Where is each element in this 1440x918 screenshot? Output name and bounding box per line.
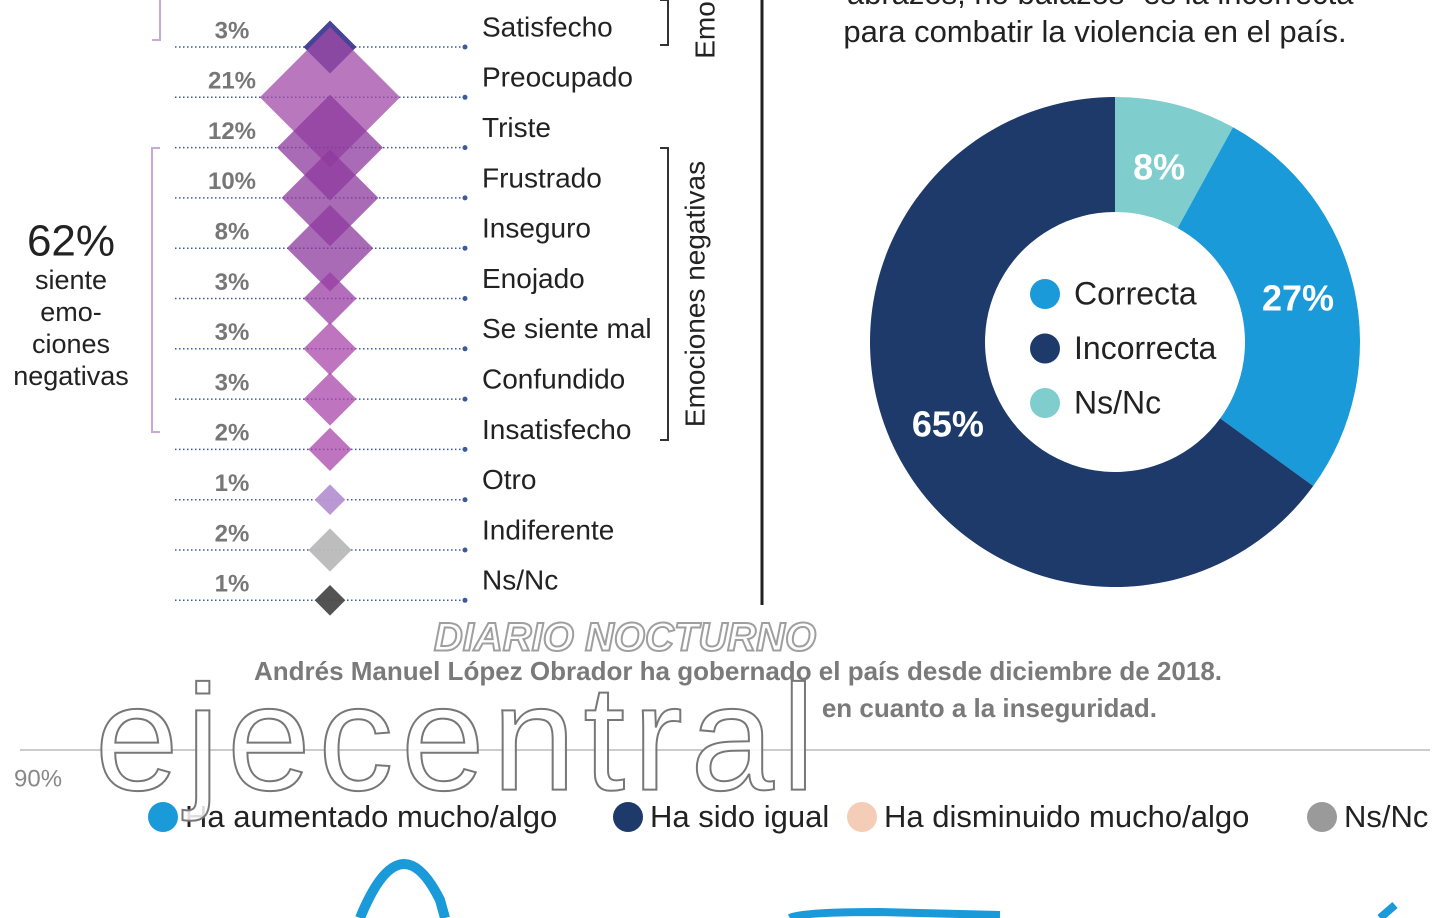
title-line: para combatir la violencia en el país. [843, 14, 1346, 49]
legend-label: Ha aumentado mucho/algo [185, 799, 557, 834]
diamond [303, 322, 357, 376]
category-label: Inseguro [482, 213, 591, 244]
diamond [314, 585, 346, 616]
diamond [303, 372, 357, 426]
annotation: negativas [13, 361, 129, 391]
leader-dot [462, 446, 468, 452]
diamond [308, 427, 352, 472]
line-fragment [1377, 901, 1398, 918]
annotation: siente [35, 265, 107, 295]
legend-swatch [148, 802, 178, 832]
watermark: DIARIO NOCTURNO [434, 616, 816, 660]
value-label: 3% [215, 319, 250, 346]
diamond [276, 94, 384, 201]
bracket [660, 0, 669, 46]
bracket [152, 0, 161, 41]
donut-slice [869, 97, 1314, 587]
category-label: Indiferente [482, 514, 614, 545]
legend-swatch [1307, 802, 1337, 832]
slice-label: 27% [1262, 278, 1334, 319]
category-label: Preocupado [482, 62, 633, 93]
slice-label: 65% [912, 404, 984, 445]
annotation: 62% [27, 217, 115, 266]
diamond [303, 271, 357, 326]
group-label: Emo [689, 1, 720, 59]
category-label: Ns/Nc [482, 565, 558, 596]
diamond [314, 484, 346, 515]
value-label: 2% [215, 420, 250, 447]
value-label: 2% [215, 520, 250, 547]
leader-dot [462, 296, 468, 301]
leader-dot [462, 396, 468, 402]
category-label: Insatisfecho [482, 414, 631, 445]
category-label: Satisfecho [482, 11, 613, 42]
category-label: Enojado [482, 263, 585, 294]
watermark-logo: ejecentral [95, 654, 815, 822]
legend-label: Ha disminuido mucho/algo [884, 799, 1249, 834]
category-label: Frustrado [482, 162, 602, 193]
value-label: 10% [208, 168, 256, 195]
line-fragment [787, 907, 1001, 918]
category-label: Otro [482, 464, 536, 495]
legend-label: Incorrecta [1074, 330, 1216, 366]
value-label: 3% [215, 269, 250, 296]
legend-label: Ns/Nc [1344, 799, 1428, 834]
value-label: 21% [208, 68, 256, 95]
value-label: 8% [215, 219, 250, 246]
leader-dot [462, 245, 468, 251]
value-label: 12% [208, 118, 256, 145]
intro-line: en cuanto a la inseguridad. [822, 693, 1157, 723]
y-tick-label: 90% [14, 765, 62, 792]
leader-dot [462, 195, 468, 201]
line-fragment [355, 859, 450, 918]
slice-label: 8% [1133, 147, 1185, 188]
diamond [308, 528, 352, 572]
value-label: 3% [215, 17, 250, 44]
leader-dot [462, 547, 468, 553]
diamond [286, 204, 374, 292]
leader-dot [462, 44, 468, 50]
donut-slice [1115, 97, 1234, 229]
legend-swatch [847, 802, 877, 832]
category-label: Confundido [482, 363, 625, 394]
value-label: 3% [215, 369, 250, 396]
bracket [660, 147, 669, 441]
title-line: “abrazos, no balazos” es la incorrecta [837, 0, 1355, 11]
category-label: Se siente mal [482, 313, 652, 344]
legend-label: Ns/Nc [1074, 384, 1161, 420]
leader-dot [462, 497, 468, 503]
legend-swatch [1030, 333, 1060, 364]
value-label: 1% [215, 571, 250, 598]
annotation: emo- [40, 297, 102, 327]
intro-line: Andrés Manuel López Obrador ha gobernado… [254, 656, 1222, 686]
value-label: 1% [215, 470, 250, 497]
bracket [151, 147, 160, 433]
legend-swatch [1030, 279, 1060, 309]
annotation: ciones [32, 329, 110, 359]
category-label: Triste [482, 112, 551, 143]
legend-swatch [613, 802, 643, 832]
leader-dot [462, 597, 468, 603]
diamond [281, 149, 379, 247]
legend-label: Correcta [1074, 275, 1197, 311]
legend-swatch [1030, 388, 1060, 418]
group-label: Emociones negativas [679, 161, 710, 427]
legend-label: Ha sido igual [650, 799, 829, 834]
leader-dot [462, 145, 468, 151]
leader-dot [462, 346, 468, 352]
donut-slice [1177, 127, 1360, 487]
leader-dot [462, 94, 468, 100]
